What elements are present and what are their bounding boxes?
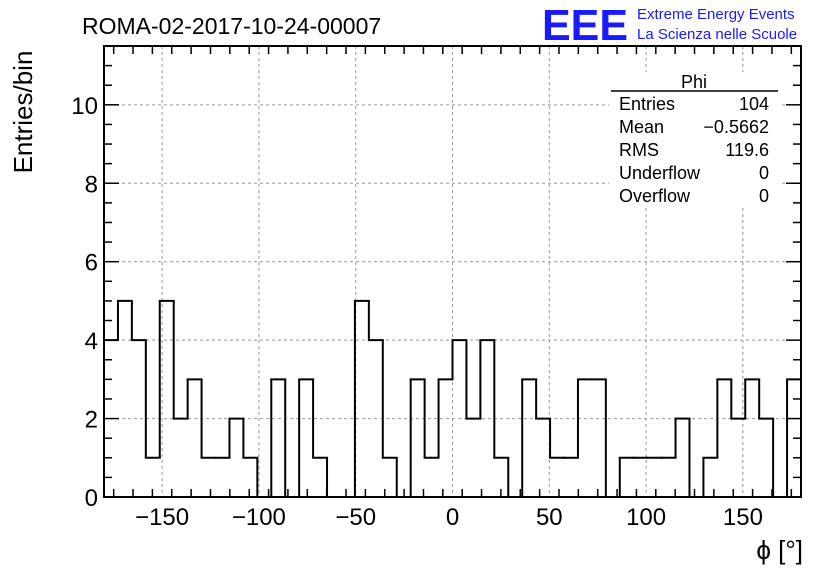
stats-label-rms: RMS [619,140,659,160]
y-tick-label-3: 6 [85,250,98,277]
axis-tick-labels: −150 −100 −50 0 50 100 150 0 2 4 6 8 10 [71,93,763,531]
y-tick-label-0: 0 [85,485,98,512]
y-tick-label-2: 4 [85,328,98,355]
stats-value-entries: 104 [739,94,769,114]
y-tick-label-4: 8 [85,171,98,198]
plot-frame-rect [103,45,802,498]
stats-value-overflow: 0 [759,186,769,206]
axis-ticks [104,46,801,498]
stats-label-mean: Mean [619,117,664,137]
eee-line-1: Extreme Energy Events [637,6,795,23]
stats-value-rms: 119.6 [725,140,769,160]
y-axis-label: Entries/bin [8,51,38,174]
stats-value-mean: −0.5662 [703,117,769,137]
chart-title: ROMA-02-2017-10-24-00007 [82,13,381,39]
x-tick-label-2: −50 [335,504,376,531]
x-tick-label-1: −100 [232,504,286,531]
stats-box-title: Phi [681,72,707,92]
eee-branding: EEE Extreme Energy Events La Scienza nel… [542,1,797,50]
x-tick-label-4: 50 [536,504,563,531]
x-tick-label-3: 0 [446,504,459,531]
eee-line-2: La Scienza nelle Scuole [637,26,797,43]
x-axis-label: ϕ [°] [756,535,803,565]
stats-box-background [609,72,781,208]
stats-value-underflow: 0 [759,163,769,183]
plot-frame [103,45,802,498]
eee-logo: EEE [542,1,628,50]
stats-box: Phi Entries 104 Mean −0.5662 RMS 119.6 U… [609,72,781,208]
x-tick-label-0: −150 [135,504,189,531]
stats-label-entries: Entries [619,94,675,114]
stats-label-overflow: Overflow [619,186,691,206]
y-tick-label-5: 10 [71,93,98,120]
x-tick-label-6: 150 [723,504,763,531]
histogram-bars [103,64,802,498]
stats-label-underflow: Underflow [619,163,701,183]
x-tick-label-5: 100 [626,504,666,531]
y-tick-label-1: 2 [85,407,98,434]
